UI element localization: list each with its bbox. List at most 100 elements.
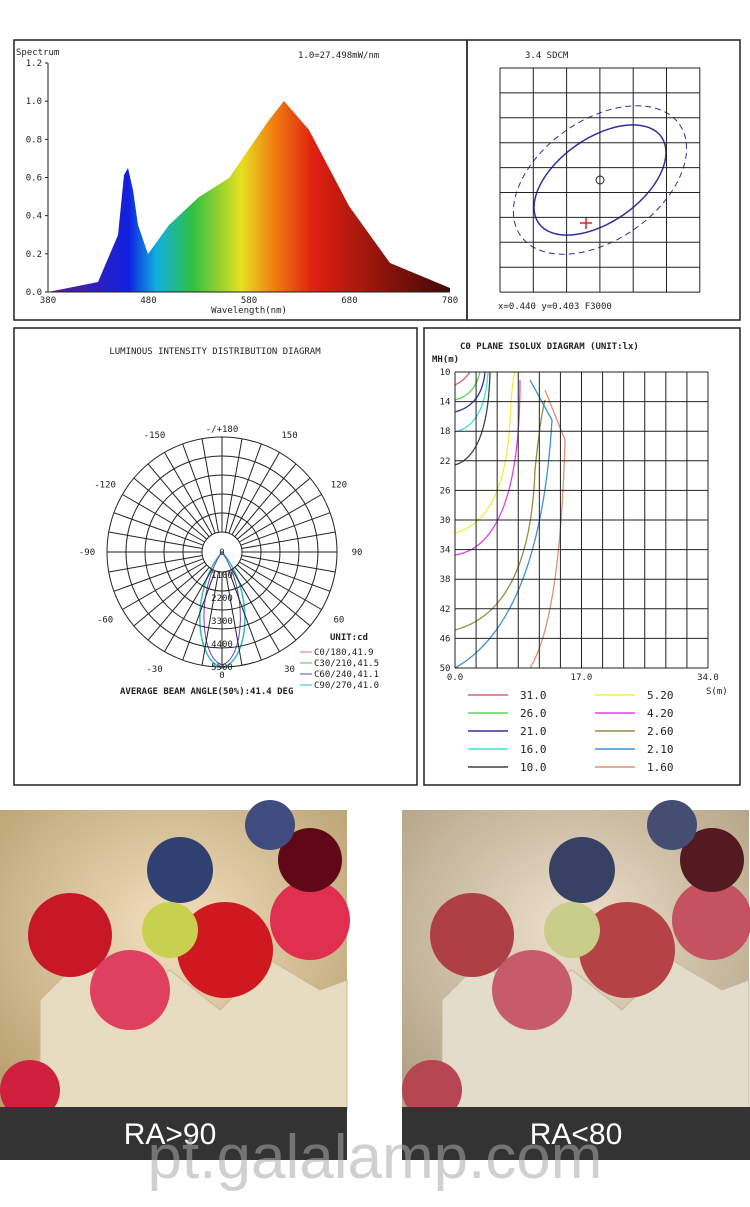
unit-label: UNIT:cd [330, 633, 368, 643]
spoke [122, 494, 205, 543]
label-bar [402, 1107, 750, 1160]
isolux-curve [454, 371, 471, 386]
ring-label: 4400 [211, 640, 233, 650]
sdcm-caption: x=0.440 y=0.403 F3000 [498, 302, 612, 312]
isolux-title: C0 PLANE ISOLUX DIAGRAM (UNIT:lx) [460, 342, 639, 352]
sdcm-title: 3.4 SDCM [525, 51, 569, 61]
beam-lobe [199, 550, 246, 669]
spoke [164, 452, 213, 535]
angle-label: 150 [281, 431, 297, 441]
spoke [113, 512, 204, 546]
label-bar [0, 1107, 347, 1160]
y-tick-label: 1.2 [26, 59, 42, 69]
spoke [224, 438, 243, 533]
legend-label: 16.0 [520, 743, 547, 756]
ellipse [533, 124, 667, 236]
y-tick-label: 42 [440, 605, 451, 615]
spoke [108, 531, 203, 550]
legend-label: C30/210,41.5 [314, 659, 379, 669]
ring-label: 3300 [211, 617, 233, 627]
spoke [234, 463, 297, 538]
spoke [236, 564, 311, 627]
measured-point [580, 217, 592, 229]
spoke [147, 566, 210, 641]
spoke [182, 570, 216, 661]
y-tick-label: 18 [440, 427, 451, 437]
isolux-curve [454, 371, 491, 466]
spoke [240, 512, 331, 546]
isolux-curve [454, 379, 521, 556]
y-tick-label: 26 [440, 486, 451, 496]
intensity-title: LUMINOUS INTENSITY DISTRIBUTION DIAGRAM [109, 347, 321, 357]
spoke [239, 494, 322, 543]
isolux-curve [454, 379, 553, 669]
spoke [228, 570, 262, 661]
spectrum-curve [48, 101, 450, 292]
x-axis-label: S(m) [706, 687, 728, 697]
angle-label: 120 [331, 481, 347, 491]
legend-label: 10.0 [520, 761, 547, 774]
ellipse-dashed [512, 105, 688, 255]
spoke [241, 554, 336, 573]
spectrum-title: Spectrum [16, 48, 59, 58]
intensity-panel: LUMINOUS INTENSITY DISTRIBUTION DIAGRAM … [79, 347, 379, 697]
photo-left [0, 799, 351, 1121]
legend-label: 4.20 [647, 707, 674, 720]
spoke [231, 452, 280, 535]
angle-label: 30 [284, 665, 295, 675]
y-tick-label: 38 [440, 575, 451, 585]
angle-label: -60 [97, 616, 113, 626]
x-tick-label: 780 [442, 296, 458, 306]
legend-label: 21.0 [520, 725, 547, 738]
ring-label: 5500 [211, 663, 233, 673]
legend-label: 5.20 [647, 689, 674, 702]
spoke [241, 531, 336, 550]
ring-label: 2200 [211, 594, 233, 604]
photo-right [401, 799, 750, 1121]
legend-label: 31.0 [520, 689, 547, 702]
y-tick-label: 34 [440, 546, 451, 556]
spoke [147, 463, 210, 538]
isolux-curve [454, 371, 481, 401]
angle-label: 90 [352, 548, 363, 558]
spoke [234, 566, 297, 641]
x-tick-label: 0.0 [447, 673, 463, 683]
spoke [201, 438, 220, 533]
angle-label: -30 [146, 665, 162, 675]
x-axis-label: Wavelength(nm) [211, 306, 287, 316]
isolux-curve [454, 371, 516, 534]
beam-angle: AVERAGE BEAM ANGLE(50%):41.4 DEG [120, 687, 293, 697]
y-tick-label: 10 [440, 368, 451, 378]
x-tick-label: 380 [40, 296, 56, 306]
isolux-curve [454, 371, 489, 433]
spoke [164, 569, 213, 652]
x-tick-label: 17.0 [571, 673, 593, 683]
y-axis-label: MH(m) [432, 355, 459, 365]
spoke [108, 554, 203, 573]
spectrum-panel: Spectrum 1.0=27.498mW/nm Wavelength(nm) … [16, 48, 458, 316]
spoke [228, 443, 262, 534]
spoke [182, 443, 216, 534]
spoke [239, 561, 322, 610]
y-tick-label: 46 [440, 634, 451, 644]
spoke [133, 564, 208, 627]
spoke [224, 571, 243, 666]
y-tick-label: 0.8 [26, 135, 42, 145]
spectrum-note: 1.0=27.498mW/nm [298, 51, 379, 61]
legend-label: C0/180,41.9 [314, 648, 374, 658]
photo-label: RA<80 [530, 1118, 623, 1151]
ring-label: 0 [219, 548, 224, 558]
isolux-curves [454, 371, 566, 669]
watermark: pt.galalamp.com [148, 1123, 603, 1192]
spoke [122, 561, 205, 610]
spoke [240, 558, 331, 592]
spoke [113, 558, 204, 592]
angle-label: -/+180 [206, 425, 239, 435]
legend-label: 2.60 [647, 725, 674, 738]
y-tick-label: 0.0 [26, 288, 42, 298]
legend-label: C60/240,41.1 [314, 670, 379, 680]
photo-label: RA>90 [124, 1118, 217, 1151]
spoke [201, 571, 220, 666]
ring-label: 1100 [211, 571, 233, 581]
